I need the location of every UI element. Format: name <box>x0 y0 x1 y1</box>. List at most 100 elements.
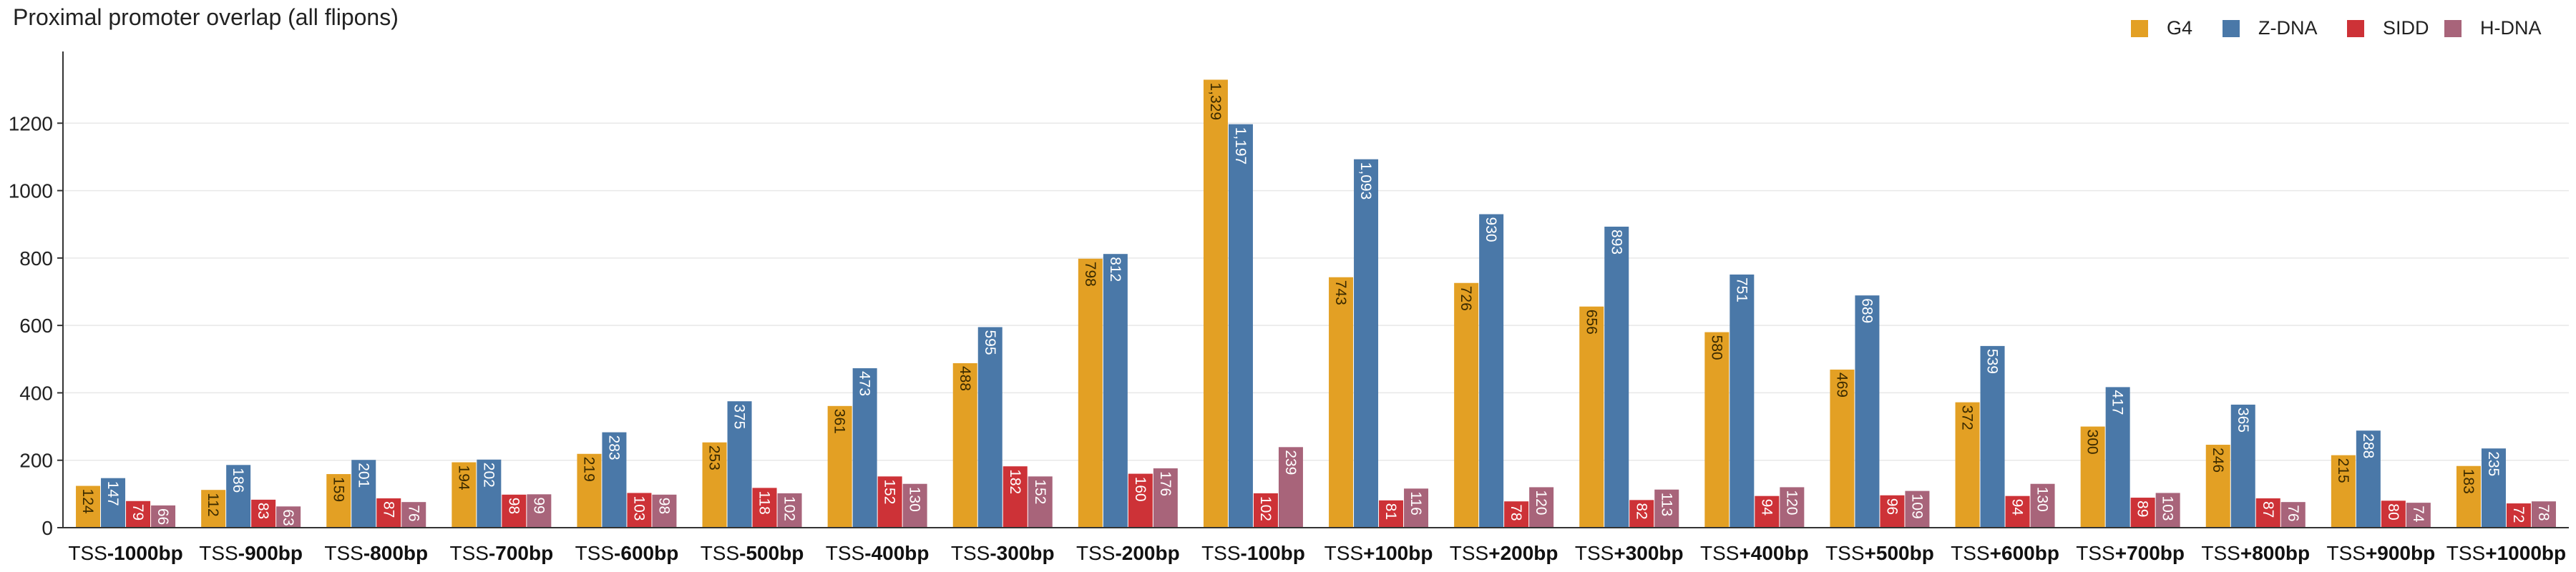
bar-h-dna-3 <box>527 494 552 528</box>
data-label: 1,093 <box>1357 162 1374 200</box>
x-tick-offset: -800bp <box>364 542 428 564</box>
bar-h-dna-13 <box>1780 487 1805 528</box>
x-tick-prefix: TSS <box>324 542 363 564</box>
x-tick-offset: +400bp <box>1739 542 1808 564</box>
x-tick-offset: -400bp <box>864 542 929 564</box>
x-tick-label: TSS+400bp <box>1700 542 1809 564</box>
y-axis-ticks: 0 200 400 600 800 1000 1200 <box>9 112 63 539</box>
bar-g4-13 <box>1704 332 1729 528</box>
bars <box>76 79 2556 528</box>
x-tick-offset: -700bp <box>489 542 553 564</box>
bar-h-dna-18 <box>2406 503 2431 528</box>
x-tick-offset: -900bp <box>238 542 303 564</box>
bar-h-dna-19 <box>2531 501 2556 528</box>
data-labels: 124 147 79 66 112 186 83 63 159 201 87 76 194 202 98 99… <box>79 82 2552 526</box>
bar-z-dna-2 <box>351 460 376 528</box>
bar-z-dna-3 <box>477 459 502 528</box>
data-label: 87 <box>380 501 396 518</box>
x-tick-label: TSS+500bp <box>1825 542 1934 564</box>
bar-z-dna-19 <box>2481 448 2506 528</box>
data-label: 300 <box>2084 430 2101 455</box>
x-tick-label: TSS-600bp <box>575 542 679 564</box>
bar-g4-14 <box>1830 369 1855 528</box>
data-label: 183 <box>2460 469 2477 494</box>
data-label: 102 <box>781 496 798 521</box>
data-label: 87 <box>2260 501 2276 518</box>
bar-sidd-14 <box>1880 495 1905 528</box>
data-label: 689 <box>1858 298 1875 323</box>
data-label: 235 <box>2485 451 2502 476</box>
bar-sidd-2 <box>376 498 401 528</box>
bar-sidd-12 <box>1629 500 1654 528</box>
x-tick-offset: -100bp <box>1241 542 1305 564</box>
data-label: 76 <box>2285 505 2301 521</box>
data-label: 372 <box>1959 405 1976 430</box>
data-label: 124 <box>79 489 96 514</box>
bar-h-dna-6 <box>902 483 927 528</box>
bar-h-dna-16 <box>2155 493 2180 528</box>
axes <box>62 51 2569 528</box>
bar-sidd-0 <box>126 500 151 528</box>
bar-z-dna-11 <box>1479 214 1504 528</box>
bar-g4-17 <box>2205 445 2230 528</box>
x-tick-prefix: TSS <box>1951 542 1989 564</box>
data-label: 798 <box>1082 262 1098 287</box>
bar-z-dna-9 <box>1228 124 1253 528</box>
y-tick-label: 800 <box>19 247 53 270</box>
data-label: 78 <box>1508 504 1524 521</box>
x-tick-prefix: TSS <box>951 542 990 564</box>
data-label: 160 <box>1132 477 1148 502</box>
x-tick-prefix: TSS <box>1700 542 1739 564</box>
bar-g4-16 <box>2080 426 2105 528</box>
bar-z-dna-12 <box>1604 227 1629 528</box>
y-tick-label: 200 <box>19 450 53 472</box>
bar-h-dna-14 <box>1905 490 1930 528</box>
bar-g4-19 <box>2456 465 2481 528</box>
data-label: 219 <box>580 457 597 482</box>
bar-z-dna-5 <box>727 401 752 528</box>
data-label: 253 <box>706 445 723 470</box>
x-tick-prefix: TSS <box>2446 542 2485 564</box>
data-label: 201 <box>355 463 371 488</box>
data-label: 116 <box>1407 491 1424 515</box>
data-label: 656 <box>1583 310 1599 335</box>
bar-sidd-11 <box>1504 501 1529 528</box>
data-label: 74 <box>2410 506 2426 523</box>
data-label: 893 <box>1608 230 1624 255</box>
x-tick-label: TSS-1000bp <box>68 542 182 564</box>
x-tick-prefix: TSS <box>2201 542 2240 564</box>
data-label: 102 <box>1257 496 1274 521</box>
data-label: 103 <box>2160 495 2176 521</box>
x-tick-label: TSS+600bp <box>1951 542 2059 564</box>
data-label: 473 <box>857 371 873 396</box>
x-tick-label: TSS-500bp <box>701 542 804 564</box>
data-label: 63 <box>280 509 296 526</box>
bar-sidd-16 <box>2130 498 2155 528</box>
bar-sidd-8 <box>1128 473 1153 528</box>
x-tick-label: TSS-300bp <box>951 542 1055 564</box>
bar-g4-18 <box>2331 455 2356 528</box>
x-tick-offset: +900bp <box>2366 542 2435 564</box>
bar-z-dna-8 <box>1103 254 1128 528</box>
data-label: 78 <box>2535 504 2552 521</box>
bar-sidd-10 <box>1379 500 1404 528</box>
legend-label-h-dna: H-DNA <box>2480 17 2542 39</box>
data-label: 1,329 <box>1207 82 1224 120</box>
bar-z-dna-0 <box>101 478 126 528</box>
bar-z-dna-14 <box>1855 295 1880 528</box>
data-label: 118 <box>756 490 773 514</box>
legend-swatch-g4 <box>2131 20 2148 37</box>
data-label: 488 <box>957 366 973 391</box>
chart-title: Proximal promoter overlap (all flipons) <box>13 4 399 30</box>
bar-z-dna-17 <box>2230 404 2255 528</box>
x-tick-prefix: TSS <box>68 542 107 564</box>
y-tick-label: 600 <box>19 315 53 337</box>
bar-g4-5 <box>702 442 727 528</box>
data-label: 176 <box>1157 471 1174 496</box>
bar-z-dna-15 <box>1980 345 2005 528</box>
data-label: 72 <box>2510 506 2527 523</box>
x-tick-label: TSS+1000bp <box>2446 542 2566 564</box>
grid-lines <box>63 122 2569 461</box>
x-tick-prefix: TSS <box>1450 542 1488 564</box>
